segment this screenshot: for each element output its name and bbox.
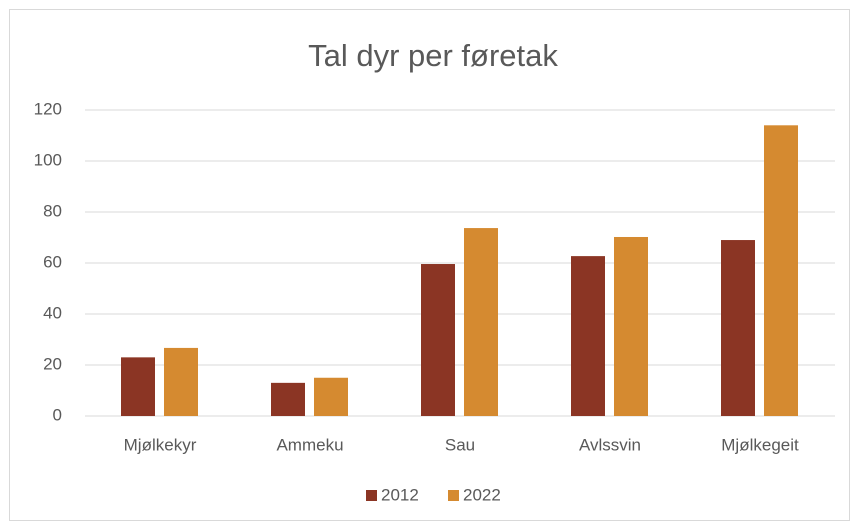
bar bbox=[464, 228, 498, 416]
y-tick-label: 100 bbox=[34, 150, 62, 169]
bar bbox=[271, 382, 305, 416]
x-tick-label: Avlssvin bbox=[579, 435, 641, 454]
legend-label: 2012 bbox=[381, 485, 419, 504]
y-tick-label: 0 bbox=[53, 405, 62, 424]
chart-title: Tal dyr per føretak bbox=[308, 38, 558, 73]
bar bbox=[571, 256, 605, 416]
bar bbox=[164, 347, 198, 416]
legend-swatch bbox=[448, 490, 459, 501]
y-tick-label: 80 bbox=[43, 201, 62, 220]
x-tick-label: Mjølkegeit bbox=[721, 435, 799, 454]
y-tick-label: 60 bbox=[43, 252, 62, 271]
y-tick-label: 40 bbox=[43, 303, 62, 322]
y-tick-label: 120 bbox=[34, 99, 62, 118]
bar bbox=[421, 264, 455, 416]
bar bbox=[314, 377, 348, 416]
bar bbox=[121, 357, 155, 416]
legend-swatch bbox=[366, 490, 377, 501]
legend-label: 2022 bbox=[463, 485, 501, 504]
x-tick-label: Ammeku bbox=[276, 435, 343, 454]
x-tick-label: Sau bbox=[445, 435, 475, 454]
x-tick-label: Mjølkekyr bbox=[124, 435, 197, 454]
bar bbox=[764, 125, 798, 417]
bar bbox=[721, 240, 755, 416]
bar bbox=[614, 236, 648, 416]
y-tick-label: 20 bbox=[43, 354, 62, 373]
